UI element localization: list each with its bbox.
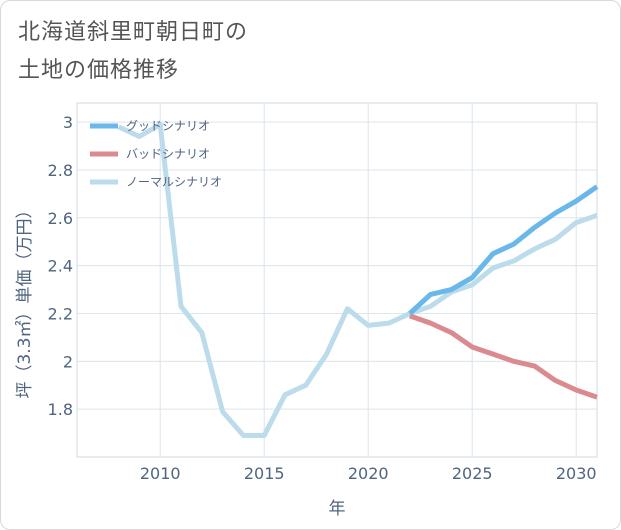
series-line-3 [117,122,598,438]
x-tick-labels: 2010 2015 2020 2025 2030 [140,464,597,483]
y-tick-label: 2.8 [48,161,73,180]
y-tick-label: 1.8 [48,400,73,419]
series-line-2 [408,313,598,400]
chart-title-line-1: 北海道斜里町朝日町の [18,20,249,45]
legend-label-3: ノーマルシナリオ [126,175,222,189]
series-layer [117,122,599,438]
chart-title-line-2: 土地の価格推移 [18,58,180,83]
x-tick-label: 2010 [140,464,181,483]
legend-label-2: バッドシナリオ [126,147,210,161]
y-tick-label: 3 [63,113,73,132]
y-tick-label: 2 [63,352,73,371]
x-tick-label: 2020 [348,464,389,483]
y-tick-label: 2.2 [48,304,73,323]
legend-label-1: グッドシナリオ [126,119,210,133]
chart-title: 北海道斜里町朝日町の 土地の価格推移 [18,14,438,90]
y-tick-label: 2.6 [48,209,73,228]
x-tick-label: 2030 [556,464,597,483]
y-axis-title: 坪（3.3㎡）単価（万円） [15,201,35,398]
x-tick-label: 2025 [452,464,493,483]
y-tick-labels: 1.8 2 2.2 2.4 2.6 2.8 3 [48,113,73,419]
x-tick-label: 2015 [244,464,285,483]
series-line-1 [408,184,599,316]
x-axis-title: 年 [329,499,346,519]
y-tick-label: 2.4 [48,257,73,276]
